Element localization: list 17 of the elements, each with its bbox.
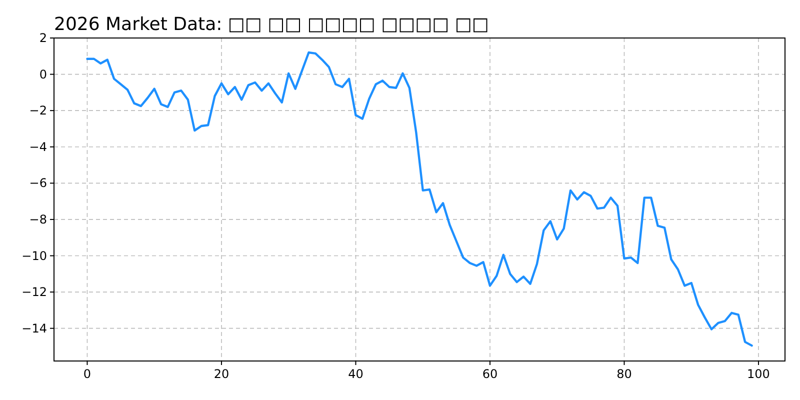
y-tick-label: −8 [29,212,47,226]
x-tick-label: 0 [83,367,92,381]
y-tick-label: −2 [29,104,47,118]
y-tick-label: −6 [29,176,47,190]
chart-title: 2026 Market Data: □□ □□ □□□□ □□□□ □□ [54,14,489,35]
line-series [86,51,753,347]
y-tick-label: −12 [22,285,47,300]
x-tick-label: 100 [747,367,770,381]
y-tick-label: −10 [22,248,47,263]
y-tick-label: −14 [22,321,47,336]
x-tick-label: 80 [616,367,632,381]
x-tick-label: 40 [348,367,364,381]
x-tick-label: 20 [214,367,230,381]
y-tick-label: 2 [39,31,47,45]
x-tick-label: 60 [482,367,498,381]
y-tick-label: −4 [29,140,47,154]
y-tick-label: 0 [39,67,47,82]
